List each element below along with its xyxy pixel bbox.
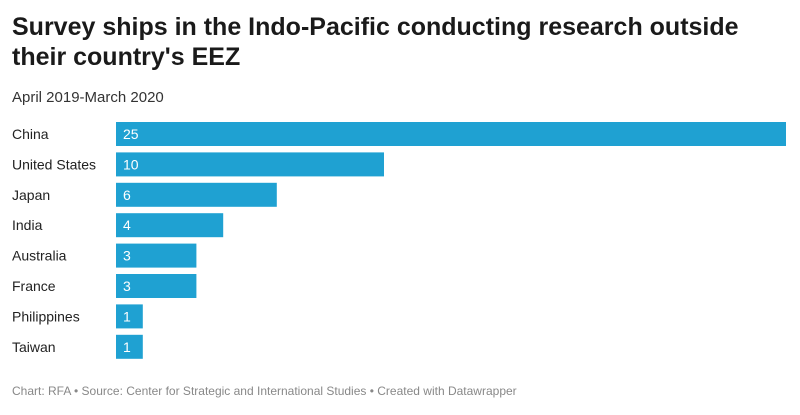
category-label-taiwan: Taiwan — [12, 339, 56, 355]
category-label-japan: Japan — [12, 187, 50, 203]
bar-united-states — [116, 152, 384, 177]
value-label-japan: 6 — [123, 187, 131, 203]
category-label-china: China — [12, 126, 49, 142]
value-label-united-states: 10 — [123, 156, 139, 172]
bar-taiwan — [116, 334, 143, 359]
bar-france — [116, 274, 197, 298]
category-label-united-states: United States — [12, 156, 96, 172]
category-label-france: France — [12, 278, 56, 294]
bar-australia — [116, 243, 197, 268]
bar-india — [116, 213, 224, 238]
value-label-taiwan: 1 — [123, 339, 131, 355]
category-label-philippines: Philippines — [12, 308, 80, 324]
value-label-china: 25 — [123, 126, 139, 142]
value-label-philippines: 1 — [123, 308, 131, 324]
value-label-australia: 3 — [123, 248, 131, 264]
bar-china — [116, 122, 786, 146]
value-label-france: 3 — [123, 278, 131, 294]
bar-chart: China 25 United States 10 Japan 6 India 4 Austra… — [12, 122, 786, 359]
category-label-australia: Australia — [12, 248, 67, 264]
category-label-india: India — [12, 217, 43, 233]
bar-japan — [116, 182, 277, 207]
chart-footer: Chart: RFA • Source: Center for Strategi… — [12, 384, 517, 398]
chart-subtitle: April 2019-March 2020 — [12, 89, 164, 106]
bar-philippines — [116, 304, 143, 329]
value-label-india: 4 — [123, 217, 131, 233]
chart-title: Survey ships in the Indo-Pacific conduct… — [12, 13, 739, 71]
